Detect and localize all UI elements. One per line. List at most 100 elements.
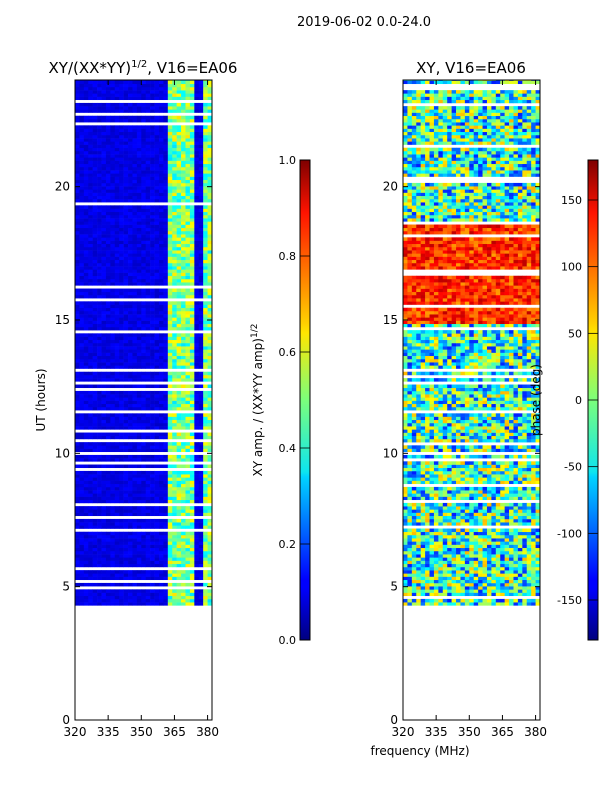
- heatmap-cell: [451, 573, 457, 577]
- heatmap-cell: [181, 294, 186, 299]
- heatmap-cell: [411, 598, 417, 603]
- heatmap-cell: [75, 182, 80, 187]
- heatmap-cell: [207, 301, 212, 305]
- heatmap-cell: [92, 118, 98, 123]
- heatmap-cell: [172, 598, 177, 603]
- heatmap-cell: [141, 384, 147, 389]
- heatmap-cell: [172, 358, 177, 363]
- heatmap-cell: [105, 352, 111, 357]
- heatmap-cell: [203, 157, 208, 161]
- heatmap-cell: [176, 134, 182, 139]
- heatmap-cell: [105, 189, 111, 193]
- heatmap-cell: [194, 560, 200, 565]
- heatmap-cell: [119, 448, 124, 453]
- heatmap-cell: [79, 304, 85, 309]
- heatmap-cell: [167, 278, 173, 283]
- heatmap-cell: [198, 234, 204, 238]
- heatmap-cell: [172, 416, 177, 421]
- heatmap-cell: [158, 570, 164, 574]
- heatmap-cell: [75, 496, 80, 501]
- heatmap-cell: [194, 592, 200, 597]
- heatmap-cell: [154, 394, 160, 398]
- heatmap-cell: [105, 602, 111, 606]
- heatmap-cell: [172, 288, 177, 293]
- heatmap-cell: [163, 150, 169, 155]
- heatmap-cell: [473, 554, 479, 558]
- heatmap-cell: [136, 218, 142, 222]
- heatmap-cell: [176, 477, 182, 481]
- heatmap-cell: [136, 477, 142, 481]
- heatmap-cell: [198, 576, 204, 581]
- heatmap-cell: [158, 166, 164, 171]
- heatmap-cell: [207, 595, 212, 600]
- heatmap-cell: [509, 554, 514, 558]
- heatmap-cell: [83, 237, 89, 241]
- heatmap-cell: [150, 275, 155, 280]
- heatmap-cell: [420, 560, 426, 565]
- heatmap-cell: [403, 592, 408, 597]
- heatmap-cell: [172, 573, 177, 577]
- heatmap-cell: [136, 547, 142, 552]
- heatmap-cell: [123, 288, 129, 293]
- heatmap-cell: [526, 570, 532, 574]
- heatmap-cell: [172, 125, 177, 129]
- heatmap-cell: [123, 205, 129, 209]
- heatmap-cell: [158, 547, 164, 552]
- heatmap-cell: [194, 198, 200, 203]
- heatmap-cell: [88, 474, 93, 478]
- heatmap-cell: [141, 397, 147, 401]
- heatmap-cell: [189, 288, 195, 293]
- heatmap-cell: [451, 582, 457, 587]
- heatmap-cell: [101, 198, 107, 203]
- heatmap-cell: [172, 435, 177, 440]
- heatmap-cell: [101, 464, 107, 469]
- heatmap-cell: [464, 573, 470, 577]
- heatmap-cell: [203, 477, 208, 481]
- heatmap-cell: [75, 589, 80, 593]
- heatmap-cell: [119, 275, 124, 280]
- heatmap-cell: [119, 413, 124, 417]
- heatmap-cell: [145, 544, 151, 549]
- heatmap-cell: [531, 560, 536, 565]
- heatmap-cell: [194, 598, 200, 603]
- heatmap-cell: [416, 550, 421, 555]
- heatmap-cell: [101, 214, 107, 219]
- heatmap-cell: [181, 426, 186, 430]
- heatmap-cell: [105, 304, 111, 309]
- heatmap-cell: [526, 582, 532, 587]
- heatmap-cell: [189, 470, 195, 475]
- heatmap-cell: [176, 243, 182, 248]
- heatmap-cell: [123, 454, 129, 459]
- heatmap-cell: [75, 534, 80, 539]
- heatmap-cell: [464, 554, 470, 558]
- heatmap-cell: [79, 442, 85, 446]
- heatmap-cell: [203, 557, 208, 561]
- heatmap-cell: [203, 246, 208, 251]
- heatmap-cell: [97, 205, 102, 209]
- heatmap-cell: [105, 314, 111, 318]
- heatmap-cell: [198, 224, 204, 229]
- heatmap-cell: [97, 83, 102, 88]
- heatmap-cell: [163, 522, 169, 526]
- heatmap-cell: [509, 579, 514, 584]
- heatmap-cell: [158, 211, 164, 216]
- heatmap-cell: [136, 96, 142, 101]
- heatmap-cell: [403, 570, 408, 574]
- heatmap-cell: [172, 442, 177, 446]
- heatmap-cell: [114, 419, 120, 424]
- heatmap-cell: [97, 109, 102, 113]
- heatmap-cell: [110, 598, 116, 603]
- heatmap-cell: [97, 269, 102, 273]
- heatmap-cell: [132, 256, 138, 261]
- heatmap-cell: [176, 141, 182, 145]
- heatmap-cell: [97, 323, 102, 328]
- heatmap-cell: [194, 346, 200, 350]
- heatmap-cell: [194, 314, 200, 318]
- heatmap-cell: [154, 102, 160, 107]
- heatmap-cell: [75, 218, 80, 222]
- heatmap-cell: [198, 278, 204, 283]
- heatmap-cell: [92, 541, 98, 545]
- heatmap-cell: [158, 282, 164, 286]
- heatmap-cell: [456, 563, 461, 568]
- heatmap-cell: [128, 320, 133, 325]
